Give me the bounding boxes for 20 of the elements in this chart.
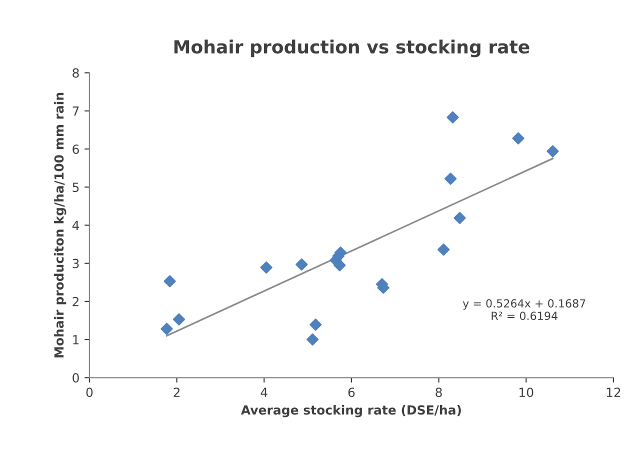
y-tick-label: 5 <box>72 182 79 192</box>
y-tick-label: 7 <box>72 106 79 116</box>
x-tick-label: 8 <box>436 388 442 398</box>
x-tick-label: 6 <box>348 388 355 398</box>
x-tick-label: 12 <box>606 388 620 397</box>
x-tick-label: 10 <box>520 388 534 398</box>
annotation: y = 0.5264x + 0.1687 R² = 0.6194 <box>462 299 586 320</box>
x-tick-label: 0 <box>86 388 93 398</box>
y-tick-label: 2 <box>72 296 78 306</box>
y-tick-label: 8 <box>72 68 79 78</box>
y-tick-label: 4 <box>72 220 80 230</box>
y-tick-label: 6 <box>72 144 79 154</box>
y-axis-title: Mohair produciton kg/ha/100 mm rain <box>54 92 66 358</box>
y-tick-label: 3 <box>72 258 79 268</box>
y-tick-label: 0 <box>72 373 79 383</box>
chart-title: Mohair production vs stocking rate <box>174 40 530 58</box>
x-tick-label: 2 <box>174 388 180 397</box>
x-axis-title: Average stocking rate (DSE/ha) <box>240 405 461 418</box>
x-tick-label: 4 <box>260 388 268 397</box>
y-tick-label: 1 <box>73 335 79 344</box>
